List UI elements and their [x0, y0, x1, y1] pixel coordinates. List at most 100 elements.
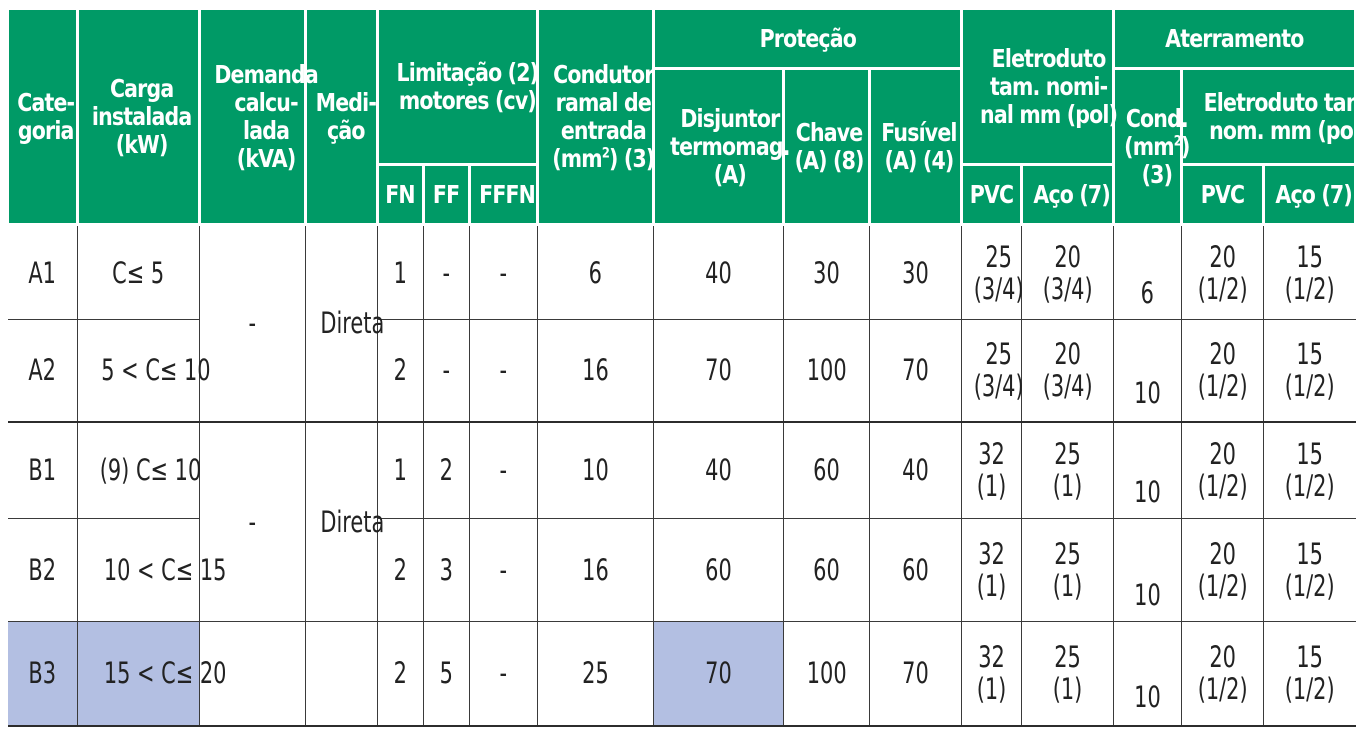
- cell-fusivel: 40: [868, 420, 962, 519]
- cell-cond: 10: [1113, 621, 1182, 727]
- cell-aco: 25 (1): [1021, 518, 1114, 622]
- cell-ff: -: [423, 319, 470, 422]
- header-chave: Chave (A) (8): [782, 67, 871, 226]
- cell-fffn: -: [469, 518, 538, 622]
- cell-cond: 10: [1113, 420, 1182, 519]
- cell-condutor: 16: [537, 319, 654, 422]
- header-eletroduto-aterramento: Eletroduto tam. nom. mm (pol): [1180, 67, 1360, 166]
- cell-fffn: -: [469, 420, 538, 519]
- cell-fusivel: 30: [868, 224, 962, 320]
- cell-pvc-aterramento: 20 (1/2): [1181, 224, 1264, 320]
- cell-pvc-aterramento: 20 (1/2): [1181, 319, 1264, 422]
- header-aco: Aço (7): [1020, 163, 1116, 226]
- header-protecao: Proteção: [651, 7, 964, 70]
- cell-medicao: Direta: [305, 224, 384, 422]
- cell-aco-aterramento: 15 (1/2): [1263, 518, 1356, 622]
- cell-categoria: B2: [7, 518, 78, 622]
- header-fusivel: Fusível (A) (4): [867, 67, 964, 226]
- cell-ff: -: [423, 224, 470, 320]
- cell-demanda: -: [199, 420, 306, 622]
- table-row: B1 (9) C≤ 10 - Direta 1 2 - 10 40 60 40 …: [7, 420, 1356, 622]
- cell-ff: 5: [423, 621, 470, 727]
- cell-carga: (9) C≤ 10: [77, 420, 201, 519]
- cell-aco-aterramento: 15 (1/2): [1263, 224, 1356, 320]
- cell-pvc: 32 (1): [961, 518, 1022, 622]
- cell-fusivel: 70: [868, 621, 962, 727]
- cell-pvc: 32 (1): [961, 420, 1022, 519]
- cell-pvc: 25 (3/4): [961, 319, 1024, 422]
- cell-ff: 3: [423, 518, 470, 622]
- cell-disjuntor: 70: [653, 319, 784, 422]
- cell-fffn: -: [469, 224, 538, 320]
- header-aco-aterramento: Aço (7): [1262, 163, 1358, 226]
- cell-categoria: B1: [7, 420, 78, 519]
- cell-carga: 15 < C≤ 20: [77, 621, 226, 727]
- cell-aco: 20 (3/4): [1021, 224, 1114, 320]
- cell-chave: 100: [783, 621, 870, 727]
- header-disjuntor: Disjuntor termomag. (A): [652, 67, 790, 226]
- cell-fffn: -: [469, 319, 538, 422]
- cell-fusivel: 60: [868, 518, 962, 622]
- header-pvc: PVC: [960, 163, 1024, 226]
- cell-fffn: -: [469, 621, 538, 727]
- table-row: B2 10 < C≤ 15 2 3 - 16 60 60 60 32 (1) 25…: [7, 518, 1356, 622]
- cell-medicao-empty: [305, 621, 378, 727]
- cell-cond: 10: [1113, 319, 1182, 422]
- cell-carga: C≤ 5: [77, 224, 200, 320]
- cell-pvc-aterramento: 20 (1/2): [1181, 518, 1264, 622]
- header-ff: FF: [422, 163, 471, 226]
- cell-demanda-empty: [199, 621, 306, 727]
- header-fn: FN: [376, 163, 425, 226]
- cell-aco-aterramento: 15 (1/2): [1263, 420, 1356, 519]
- cell-disjuntor: 40: [653, 224, 784, 320]
- cell-disjuntor: 40: [653, 420, 784, 519]
- cell-cond: 6: [1113, 224, 1182, 320]
- cell-chave: 30: [783, 224, 870, 320]
- cell-cond: 10: [1113, 518, 1182, 622]
- cell-pvc-aterramento: 20 (1/2): [1181, 420, 1264, 519]
- header-medicao: Medi-ção: [304, 7, 379, 226]
- cell-pvc: 25 (3/4): [961, 224, 1024, 320]
- cell-aco: 25 (1): [1021, 420, 1114, 519]
- cell-fn: 2: [377, 319, 424, 422]
- header-eletroduto: Eletroduto tam. nomi-nal mm (pol): [960, 7, 1118, 166]
- cell-carga: 10 < C≤ 15: [77, 518, 226, 622]
- cell-condutor: 25: [537, 621, 654, 727]
- cell-aco: 25 (1): [1021, 621, 1114, 727]
- table-row: A2 5 < C≤ 10 2 - - 16 70 100 70 25 (3/4) …: [7, 319, 1356, 422]
- cell-fn: 1: [377, 420, 424, 519]
- cell-pvc-aterramento: 20 (1/2): [1181, 621, 1264, 727]
- table-row: B3 15 < C≤ 20 2 5 - 25 70 100 70 32 (1) 2…: [7, 621, 1356, 727]
- header-pvc-aterramento: PVC: [1180, 163, 1266, 226]
- cell-disjuntor: 70: [653, 621, 784, 727]
- header-demanda: Demanda calcu-lada (kVA): [198, 7, 319, 226]
- cell-categoria: A1: [7, 224, 78, 320]
- cell-aco-aterramento: 15 (1/2): [1263, 319, 1356, 422]
- header-condutor-ramal: Condutor ramal de entrada (mm2) (3): [536, 7, 655, 226]
- header-aterramento: Aterramento: [1112, 7, 1358, 70]
- cell-ff: 2: [423, 420, 470, 519]
- cell-demanda: -: [199, 224, 306, 422]
- cell-fn: 2: [377, 518, 424, 622]
- table-row: A1 C≤ 5 - Direta 1 - - 6 40 30 30 25 (3/4…: [7, 224, 1356, 422]
- cell-chave: 100: [783, 319, 870, 422]
- cell-medicao: Direta: [305, 420, 384, 622]
- header-carga-instalada: Carga instalada (kW): [76, 7, 201, 226]
- cell-carga: 5 < C≤ 10: [77, 319, 211, 422]
- cell-fusivel: 70: [868, 319, 962, 422]
- cell-chave: 60: [783, 420, 870, 519]
- cell-aco-aterramento: 15 (1/2): [1263, 621, 1356, 727]
- cell-disjuntor: 60: [653, 518, 784, 622]
- cell-chave: 60: [783, 518, 870, 622]
- cell-aco: 20 (3/4): [1021, 319, 1114, 422]
- cell-fn: 1: [377, 224, 424, 320]
- specification-table: Cate-goria Carga instalada (kW) Demanda cal…: [6, 7, 1360, 727]
- cell-condutor: 6: [537, 224, 654, 320]
- cell-pvc: 32 (1): [961, 621, 1022, 727]
- cell-categoria: A2: [7, 319, 78, 422]
- header-categoria: Cate-goria: [6, 7, 79, 226]
- header-limitacao-motores: Limitação (2) motores (cv): [376, 7, 539, 166]
- header-fffn: FFFN: [468, 163, 539, 226]
- cell-condutor: 10: [537, 420, 654, 519]
- cell-condutor: 16: [537, 518, 654, 622]
